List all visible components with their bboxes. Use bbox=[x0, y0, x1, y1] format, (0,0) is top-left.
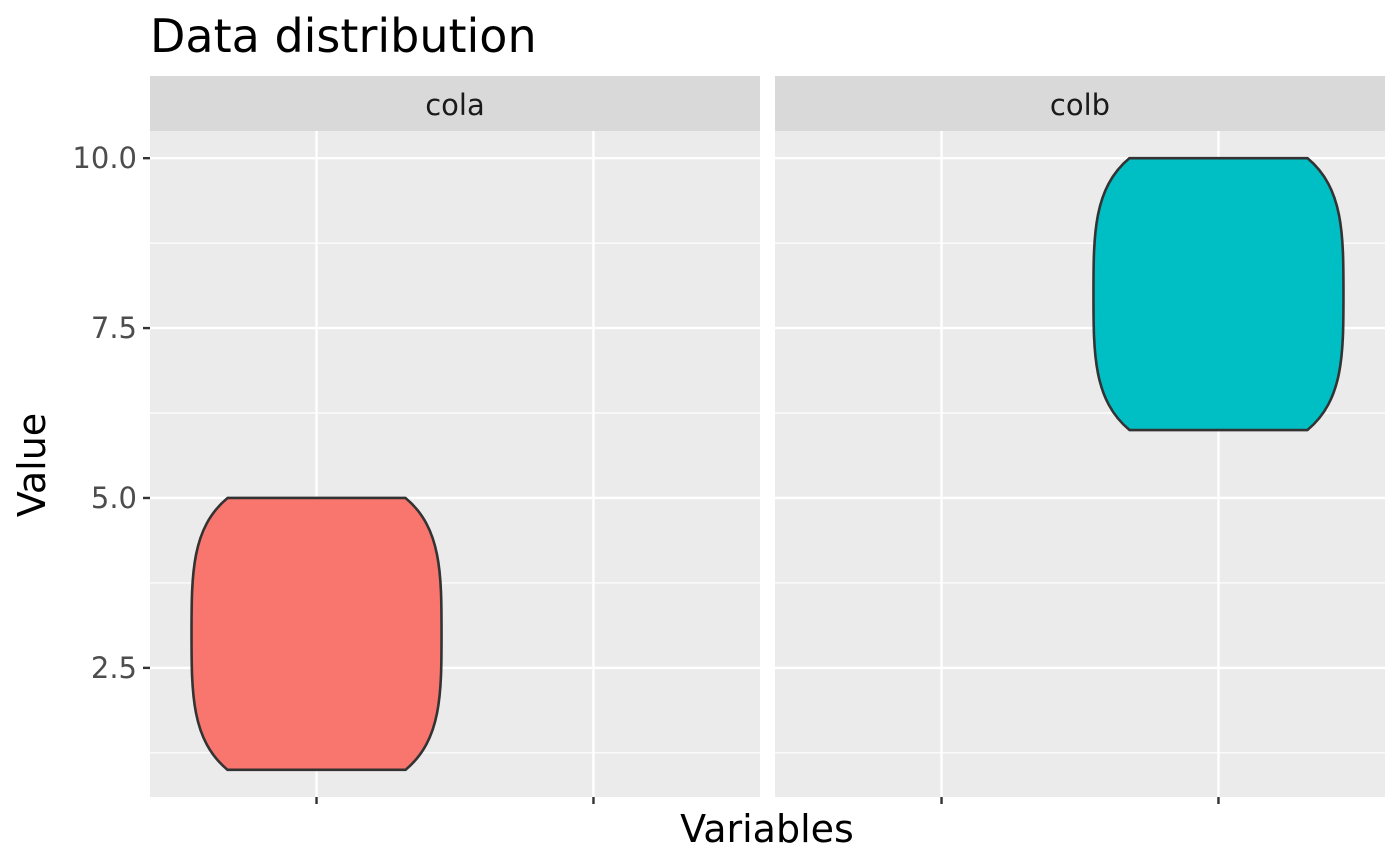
chart-title: Data distribution bbox=[150, 9, 537, 63]
violin-cola bbox=[190, 496, 443, 772]
x-axis-title: Variables bbox=[680, 807, 854, 851]
y-tick-label: 7.5 bbox=[91, 311, 137, 345]
strip-background bbox=[775, 76, 1385, 131]
y-tick-label: 10.0 bbox=[72, 141, 137, 175]
y-tick-label: 2.5 bbox=[91, 651, 137, 685]
y-axis-title: Value bbox=[10, 413, 54, 517]
facet-panels: cola colb bbox=[150, 76, 1385, 804]
strip-label-cola: cola bbox=[425, 88, 485, 122]
y-axis: 2.5 5.0 7.5 10.0 bbox=[72, 141, 150, 685]
strip-label-colb: colb bbox=[1050, 88, 1110, 122]
violin-colb bbox=[1092, 156, 1345, 432]
strip-background bbox=[150, 76, 760, 131]
y-tick-label: 5.0 bbox=[91, 481, 137, 515]
